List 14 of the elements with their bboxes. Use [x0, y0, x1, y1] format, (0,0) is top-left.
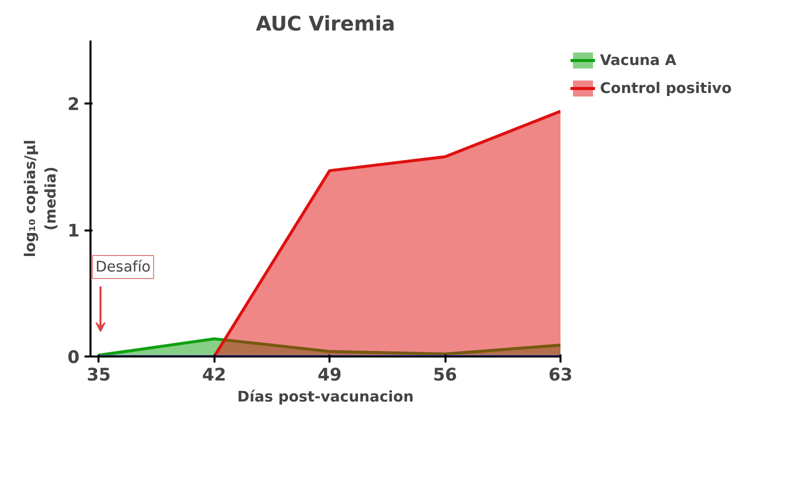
legend-label: Control positivo: [600, 80, 732, 96]
x-tick-label: 56: [433, 366, 458, 386]
legend-label: Vacuna A: [600, 52, 676, 68]
y-axis-title: log₁₀ copias/µl (media): [22, 140, 60, 258]
annotation: Desafío: [96, 258, 151, 276]
chart-title: AUC Viremia: [256, 12, 396, 36]
y-tick-label: 1: [67, 222, 80, 242]
x-axis-title: Días post-vacunacion: [237, 388, 414, 406]
x-tick-label: 35: [86, 366, 111, 386]
y-tick-label: 0: [67, 348, 80, 368]
x-tick-label: 49: [318, 366, 342, 386]
y-tick-label: 2: [67, 95, 80, 116]
x-tick-label: 63: [548, 366, 573, 386]
x-tick-label: 42: [202, 366, 226, 386]
